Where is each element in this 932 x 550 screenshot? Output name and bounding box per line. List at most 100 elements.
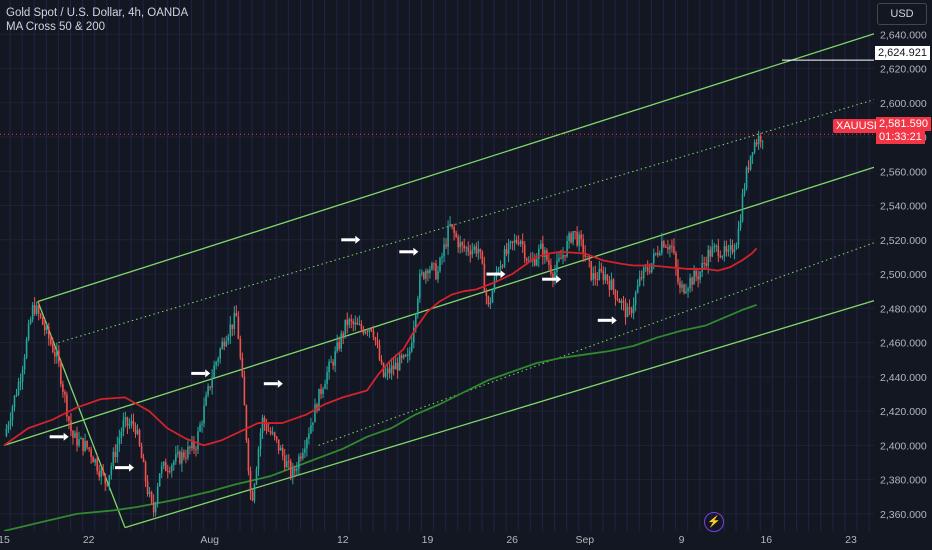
candle-body [17,381,20,395]
candle-body [128,423,131,426]
arrow-marker-head [556,275,562,284]
candle-body [39,313,42,318]
candle-body [243,376,246,406]
candle-body [158,473,161,487]
candle-body [386,368,389,373]
candle-body [634,292,637,305]
candle-body [382,362,385,377]
candle-body [727,249,730,252]
candle-body [485,290,488,297]
candle-body [433,263,435,265]
channel-midline [58,81,932,344]
candle-body [213,365,215,378]
arrow-marker-head [500,270,506,279]
arrow-marker-head [205,369,211,378]
candle-body [398,355,401,371]
currency-button[interactable]: USD [877,3,927,25]
candle-body [451,224,453,227]
candle-body [586,256,589,258]
candle-body [84,440,86,451]
candle-body [195,449,197,451]
candle-body [552,273,554,280]
candle-body [21,369,24,382]
candle-body [136,429,139,434]
candle-body [707,249,710,267]
candle-body [221,341,224,349]
candle-body [717,245,720,256]
candle-body [661,241,663,254]
price-axis[interactable]: 2,360.000 2,380.000 2,400.000 2,420.000 2,44… [874,0,932,550]
candle-body [314,404,316,423]
candle-body [390,365,393,374]
candle-body [344,319,347,337]
candle-body [410,342,413,352]
indicator-title[interactable]: MA Cross 50 & 200 [6,21,106,33]
arrow-marker-head [413,247,419,256]
candle-body [709,249,712,257]
candle-body [546,250,548,261]
candle-body [461,242,463,246]
arrow-marker-shaft [263,382,278,386]
candle-body [542,243,544,258]
candle-body [493,277,496,291]
price-tick-label: 2,520.000 [880,235,927,247]
candle-body [626,307,629,318]
candle-body [47,326,50,339]
arrow-marker-head [277,379,283,388]
candle-body [590,261,593,280]
candle-body [241,357,244,377]
candle-body [671,246,673,248]
candle-body [695,270,697,277]
chart-legend: Gold Spot / U.S. Dollar, 4h, OANDA MA Cr… [6,6,188,34]
candle-body [457,236,459,248]
time-axis[interactable]: 15 22 Aug 12 19 26 Sep 9 16 23 [0,531,874,550]
candle-body [122,420,125,432]
candle-body [630,308,633,314]
candle-body [205,395,207,406]
candle-body [138,429,141,446]
candle-body [578,234,580,246]
candle-body [15,394,18,396]
candle-body [164,461,167,472]
candle-body [715,245,718,247]
candle-body [259,432,262,449]
candle-body [441,256,443,258]
arrow-marker-shaft [542,277,557,281]
candle-body [404,354,407,357]
candle-body [527,260,530,262]
candle-body [560,258,562,260]
candle-body [519,241,522,245]
candle-body [735,244,738,250]
candle-body [755,142,758,145]
arrow-marker-head [63,432,69,441]
time-tick-label: Sep [575,534,594,546]
candle-body [435,263,437,280]
time-tick-label: 12 [337,534,349,546]
candle-body [287,461,290,463]
symbol-title[interactable]: Gold Spot / U.S. Dollar, 4h, OANDA [6,7,189,19]
time-tick-label: 19 [422,534,434,546]
candle-body [362,329,365,334]
candle-body [66,394,68,417]
candle-body [104,473,107,484]
candle-body [729,245,732,250]
candle-body [588,256,591,262]
candle-body [761,140,764,142]
lightning-icon[interactable]: ⚡ [704,512,724,532]
candle-body [237,316,240,339]
price-tick-label: 2,380.000 [880,475,927,487]
candle-body [525,258,528,261]
ma50-line [3,247,758,447]
candle-body [449,224,451,226]
arrow-marker-head [129,463,134,472]
candle-body [757,135,760,145]
channel-lines[interactable] [3,0,932,529]
candle-body [580,234,582,240]
candle-body [598,269,601,280]
candle-body [376,340,379,345]
candle-body [175,454,177,462]
candle-body [604,274,607,280]
candle-body [657,252,659,256]
candle-body [247,440,250,472]
